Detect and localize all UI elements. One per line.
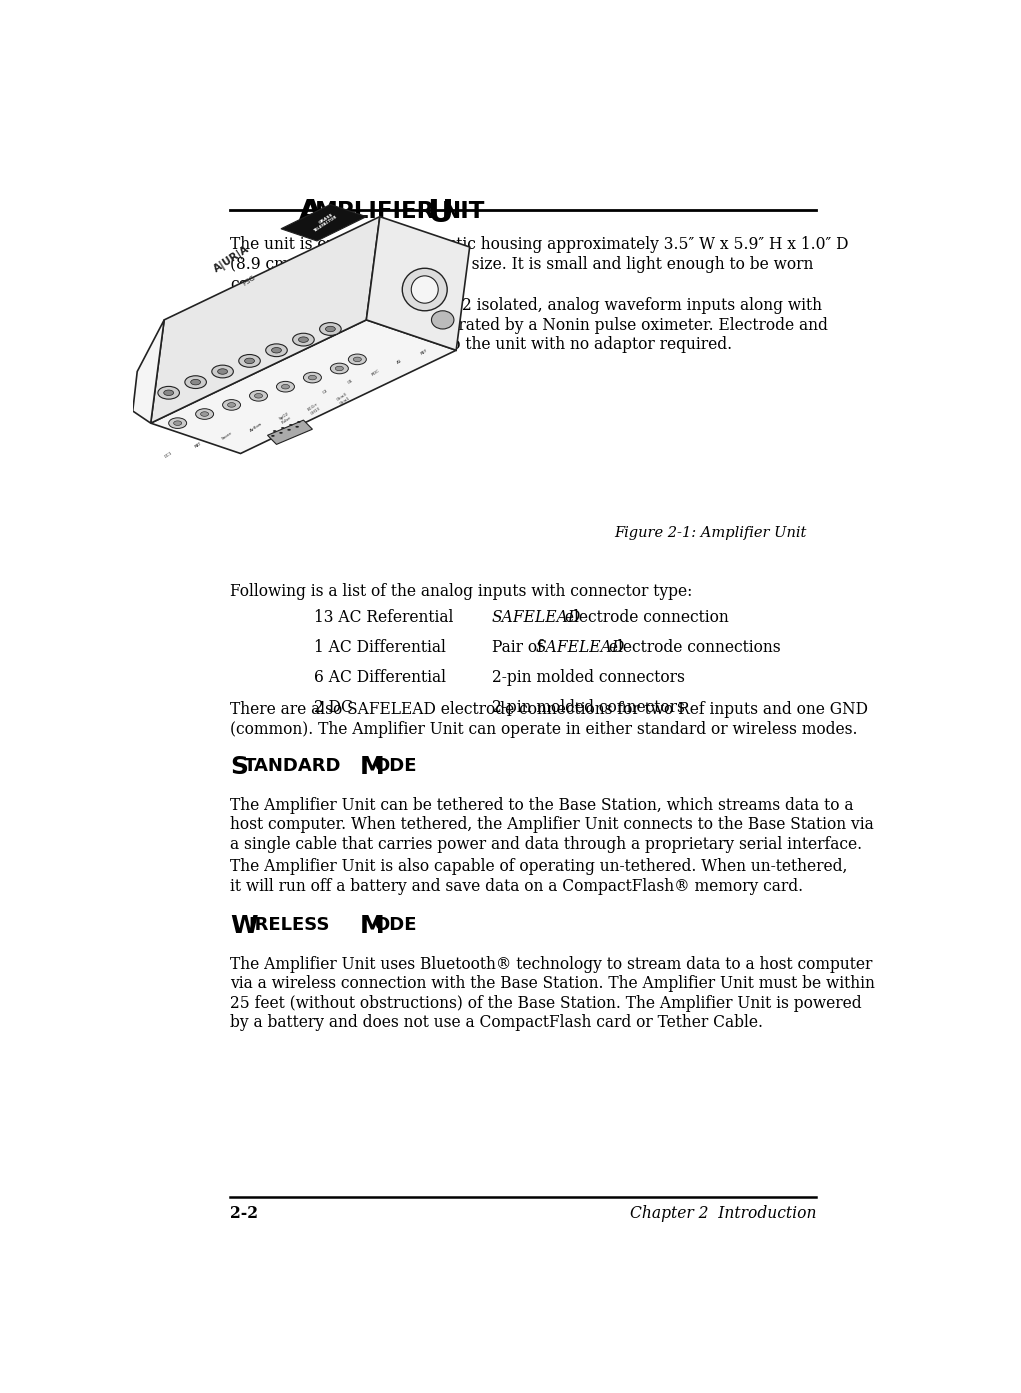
Ellipse shape (297, 421, 301, 423)
Text: 6 AC Differential: 6 AC Differential (313, 669, 445, 687)
Ellipse shape (279, 432, 283, 433)
Text: 1 AC Differential: 1 AC Differential (313, 639, 445, 656)
Ellipse shape (196, 408, 213, 419)
Text: M: M (359, 914, 384, 937)
Text: O1: O1 (347, 378, 354, 384)
Ellipse shape (402, 269, 447, 311)
Text: TELEFACTOR: TELEFACTOR (313, 215, 339, 233)
Ellipse shape (168, 418, 187, 429)
Ellipse shape (287, 429, 291, 430)
Text: NIT: NIT (442, 199, 485, 223)
Text: electrode connection: electrode connection (561, 609, 729, 625)
Text: SpO2
Pulse: SpO2 Pulse (279, 411, 292, 425)
Ellipse shape (245, 358, 254, 364)
Ellipse shape (303, 372, 322, 383)
Ellipse shape (331, 364, 348, 373)
Text: Pair of: Pair of (491, 639, 547, 656)
Text: MPLIFIER: MPLIFIER (314, 199, 435, 223)
Ellipse shape (239, 354, 260, 368)
Ellipse shape (272, 347, 282, 352)
Ellipse shape (289, 423, 293, 426)
Ellipse shape (163, 390, 174, 396)
Ellipse shape (353, 357, 361, 362)
Text: electrode connections: electrode connections (604, 639, 781, 656)
Text: Chin3
Chin1: Chin3 Chin1 (337, 393, 351, 405)
Text: ROC: ROC (371, 368, 380, 376)
Ellipse shape (200, 412, 208, 417)
Ellipse shape (282, 384, 290, 389)
Text: M: M (359, 755, 384, 779)
Polygon shape (133, 320, 164, 423)
Ellipse shape (265, 344, 287, 357)
Text: GRASS: GRASS (318, 212, 334, 224)
Text: Snore: Snore (221, 430, 233, 442)
Ellipse shape (223, 400, 241, 410)
Text: ECG+
CH13: ECG+ CH13 (307, 401, 323, 417)
Ellipse shape (272, 435, 275, 437)
Text: TANDARD: TANDARD (244, 758, 341, 775)
Text: The Amplifier Unit is also capable of operating un-tethered. When un-tethered,
i: The Amplifier Unit is also capable of op… (231, 858, 847, 894)
Polygon shape (268, 421, 312, 444)
Text: REF: REF (421, 348, 429, 355)
Text: SAFELEAD: SAFELEAD (491, 609, 581, 625)
Ellipse shape (174, 421, 182, 425)
Text: 2-pin molded connectors: 2-pin molded connectors (491, 699, 684, 716)
Text: 2-2: 2-2 (231, 1205, 258, 1222)
Text: IRELESS: IRELESS (248, 915, 330, 933)
Text: Airflow: Airflow (249, 421, 263, 433)
Ellipse shape (348, 354, 367, 365)
Text: There are also SAFELEAD electrode connections for two Ref inputs and one GND
(co: There are also SAFELEAD electrode connec… (231, 701, 869, 738)
Text: ODE: ODE (375, 758, 417, 775)
Ellipse shape (185, 376, 206, 389)
Ellipse shape (158, 386, 180, 400)
Ellipse shape (320, 323, 341, 336)
Ellipse shape (277, 382, 294, 391)
Ellipse shape (432, 311, 454, 329)
Ellipse shape (326, 326, 335, 332)
Ellipse shape (411, 276, 438, 304)
Text: S: S (231, 755, 248, 779)
Text: The Amplifier Unit can be tethered to the Base Station, which streams data to a
: The Amplifier Unit can be tethered to th… (231, 797, 874, 853)
Ellipse shape (295, 426, 299, 428)
Text: Chapter 2  Introduction: Chapter 2 Introduction (630, 1205, 816, 1222)
Ellipse shape (273, 430, 277, 432)
Text: 2 DC: 2 DC (313, 699, 352, 716)
Ellipse shape (228, 403, 236, 407)
Text: The unit is enclosed in a plastic housing approximately 3.5″ W x 5.9″ H x 1.0″ D: The unit is enclosed in a plastic housin… (231, 237, 849, 293)
Text: 2-pin molded connectors: 2-pin molded connectors (491, 669, 684, 687)
Ellipse shape (211, 365, 234, 378)
Ellipse shape (298, 337, 308, 343)
Polygon shape (151, 217, 380, 423)
Polygon shape (367, 217, 470, 350)
Text: A|UR|A: A|UR|A (211, 244, 251, 274)
Polygon shape (281, 205, 367, 241)
Text: 13 AC Referential: 13 AC Referential (313, 609, 453, 625)
Text: Following is a list of the analog inputs with connector type:: Following is a list of the analog inputs… (231, 584, 693, 600)
Text: The Amplifier Unit provides 22 isolated, analog waveform inputs along with
two a: The Amplifier Unit provides 22 isolated,… (231, 297, 828, 354)
Text: ODE: ODE (375, 915, 417, 933)
Text: RAT: RAT (194, 440, 202, 449)
Text: W: W (231, 914, 258, 937)
Text: SAFELEAD: SAFELEAD (535, 639, 625, 656)
Text: A1: A1 (397, 358, 403, 365)
Ellipse shape (254, 394, 262, 398)
Ellipse shape (191, 379, 200, 384)
Ellipse shape (308, 375, 317, 380)
Text: The Amplifier Unit uses Bluetooth® technology to stream data to a host computer
: The Amplifier Unit uses Bluetooth® techn… (231, 956, 875, 1031)
Text: U: U (427, 198, 452, 228)
Polygon shape (151, 320, 456, 454)
Ellipse shape (217, 369, 228, 375)
Text: DC1: DC1 (164, 450, 174, 458)
Text: PSG: PSG (242, 274, 257, 287)
Ellipse shape (281, 428, 285, 429)
Text: C3: C3 (323, 389, 330, 394)
Text: Figure 2-1: Amplifier Unit: Figure 2-1: Amplifier Unit (615, 527, 807, 540)
Ellipse shape (249, 390, 268, 401)
Text: A: A (298, 198, 323, 228)
Ellipse shape (335, 366, 343, 371)
Ellipse shape (293, 333, 314, 345)
